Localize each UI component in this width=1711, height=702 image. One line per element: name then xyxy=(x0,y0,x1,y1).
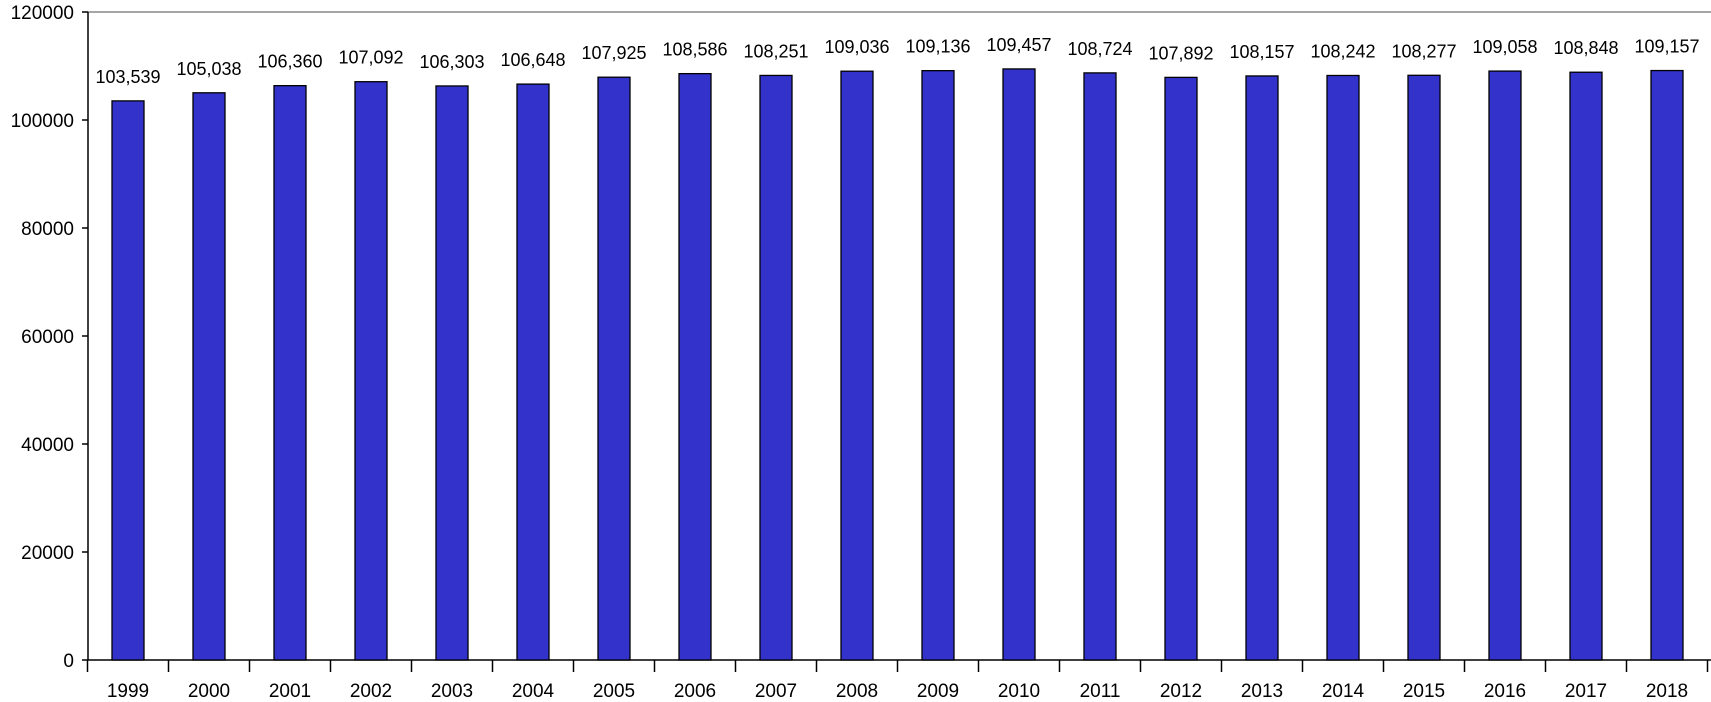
value-label-2012: 107,892 xyxy=(1148,43,1213,63)
y-tick-label: 20000 xyxy=(21,543,74,564)
x-tick-label-2002: 2002 xyxy=(350,681,392,702)
y-tick-label: 120000 xyxy=(11,3,74,24)
x-tick-label-2000: 2000 xyxy=(188,681,230,702)
bars xyxy=(111,68,1684,661)
x-tick-label-2015: 2015 xyxy=(1403,681,1445,702)
value-label-2014: 108,242 xyxy=(1310,41,1375,61)
y-axis: 0 20000 40000 60000 80000 100000 120000 xyxy=(11,3,1711,672)
bar-2018 xyxy=(1650,69,1684,661)
value-label-2015: 108,277 xyxy=(1391,41,1456,61)
bar-2015 xyxy=(1407,74,1441,661)
bar-2006 xyxy=(678,72,712,661)
bar-2008 xyxy=(840,70,874,661)
bar-2004 xyxy=(516,83,550,661)
bar-2016 xyxy=(1488,70,1522,661)
value-label-2017: 108,848 xyxy=(1553,38,1618,58)
x-tick-label-2018: 2018 xyxy=(1646,681,1688,702)
value-label-2009: 109,136 xyxy=(905,37,970,57)
bar-2010 xyxy=(1002,68,1036,661)
x-tick-label-2005: 2005 xyxy=(593,681,635,702)
x-tick-label-2014: 2014 xyxy=(1322,681,1365,702)
x-tick-label-2009: 2009 xyxy=(917,681,959,702)
bar-2009 xyxy=(921,70,955,661)
bar-1999 xyxy=(111,100,145,661)
value-label-2013: 108,157 xyxy=(1229,42,1294,62)
x-tick-label-2003: 2003 xyxy=(431,681,473,702)
bar-2011 xyxy=(1083,72,1117,661)
x-tick-label-2001: 2001 xyxy=(269,681,311,702)
x-tick-label-2004: 2004 xyxy=(512,681,555,702)
value-label-2003: 106,303 xyxy=(419,52,484,72)
x-tick-label-2007: 2007 xyxy=(755,681,797,702)
bar-2002 xyxy=(354,81,388,661)
y-tick-label: 80000 xyxy=(21,219,74,240)
y-tick-label: 100000 xyxy=(11,111,74,132)
bar-2012 xyxy=(1164,76,1198,661)
bar-2017 xyxy=(1569,71,1603,661)
x-tick-label-2008: 2008 xyxy=(836,681,878,702)
bar-2001 xyxy=(273,85,307,661)
x-tick-label-1999: 1999 xyxy=(107,681,149,702)
value-label-2002: 107,092 xyxy=(338,48,403,68)
bar-2007 xyxy=(759,74,793,661)
value-label-2006: 108,586 xyxy=(662,40,727,60)
value-label-2011: 108,724 xyxy=(1067,39,1132,59)
x-tick-label-2006: 2006 xyxy=(674,681,716,702)
bar-2003 xyxy=(435,85,469,661)
bar-2000 xyxy=(192,92,226,661)
y-tick-label: 60000 xyxy=(21,327,74,348)
x-tick-label-2012: 2012 xyxy=(1160,681,1202,702)
value-label-2016: 109,058 xyxy=(1472,37,1537,57)
value-label-1999: 103,539 xyxy=(95,67,160,87)
y-tick-label: 0 xyxy=(63,651,74,672)
value-label-2005: 107,925 xyxy=(581,43,646,63)
value-label-2008: 109,036 xyxy=(824,37,889,57)
x-tick-label-2013: 2013 xyxy=(1241,681,1283,702)
x-tick-label-2016: 2016 xyxy=(1484,681,1526,702)
x-tick-label-2017: 2017 xyxy=(1565,681,1607,702)
x-tick-label-2010: 2010 xyxy=(998,681,1040,702)
y-tick-label: 40000 xyxy=(21,435,74,456)
value-label-2018: 109,157 xyxy=(1634,37,1699,57)
value-label-2004: 106,648 xyxy=(500,50,565,70)
bar-2014 xyxy=(1326,74,1360,661)
value-label-2007: 108,251 xyxy=(743,41,808,61)
bar-2005 xyxy=(597,76,631,661)
x-axis: 1999 2000 2001 2002 2003 2004 2005 2006 2007 2008… xyxy=(86,659,1711,702)
value-label-2001: 106,360 xyxy=(257,52,322,72)
x-tick-label-2011: 2011 xyxy=(1080,681,1121,702)
value-label-2000: 105,038 xyxy=(176,59,241,79)
value-label-2010: 109,457 xyxy=(986,35,1051,55)
bar-2013 xyxy=(1245,75,1279,661)
value-labels: 103,539 105,038 106,360 107,092 106,303 106,6… xyxy=(95,35,1699,87)
